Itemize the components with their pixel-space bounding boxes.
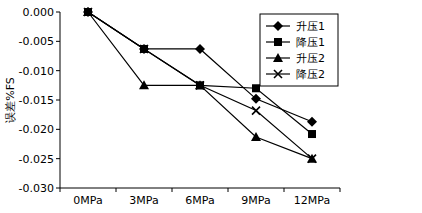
y-tick <box>56 12 60 13</box>
chart: 0.000 -0.005 -0.010 -0.015 -0.020 -0.025 -0.03… <box>0 0 422 213</box>
x-tick <box>60 188 61 192</box>
y-tick-label: -0.005 <box>19 35 54 48</box>
x-tick-label: 12MPa <box>294 194 330 207</box>
marker <box>140 45 148 53</box>
x-tick-label: 0MPa <box>73 194 102 207</box>
legend-marker <box>273 53 283 62</box>
x-tick-label: 3MPa <box>129 194 158 207</box>
marker <box>308 130 316 138</box>
x-tick <box>172 188 173 192</box>
legend-label: 升压1 <box>296 20 325 33</box>
y-tick <box>56 41 60 42</box>
marker <box>140 45 148 53</box>
y-tick <box>56 100 60 101</box>
marker <box>84 8 92 16</box>
x-axis <box>60 188 340 189</box>
marker <box>196 81 204 89</box>
x-tick <box>340 188 341 192</box>
legend-box <box>260 14 338 86</box>
legend-label: 升压2 <box>296 52 325 65</box>
y-tick-label: -0.020 <box>19 123 54 136</box>
marker <box>83 7 93 16</box>
marker <box>195 80 205 89</box>
marker <box>195 44 205 54</box>
marker <box>84 8 92 16</box>
x-tick <box>284 188 285 192</box>
y-tick-label: -0.015 <box>19 94 54 107</box>
marker <box>251 94 261 104</box>
series-line <box>88 12 312 134</box>
marker <box>139 80 149 89</box>
marker <box>251 132 261 141</box>
legend-label: 降压1 <box>296 36 325 49</box>
x-tick <box>116 188 117 192</box>
legend: 升压1 降压1 升压2 降压2 <box>260 14 338 86</box>
x-tick-label: 9MPa <box>241 194 270 207</box>
x-tick-label: 6MPa <box>185 194 214 207</box>
x-tick <box>228 188 229 192</box>
y-tick-label: 0.000 <box>23 6 55 19</box>
y-tick <box>56 70 60 71</box>
marker <box>307 117 317 127</box>
y-tick-label: -0.025 <box>19 153 54 166</box>
marker <box>308 155 316 163</box>
legend-marker <box>273 21 283 31</box>
y-tick <box>56 158 60 159</box>
marker <box>307 154 317 163</box>
marker <box>83 7 93 17</box>
legend-label: 降压2 <box>296 68 325 81</box>
y-axis-label: 误差%FS <box>4 77 17 123</box>
legend-marker <box>274 38 282 46</box>
marker <box>252 84 260 92</box>
marker <box>252 107 260 115</box>
y-tick-label: -0.030 <box>19 182 54 195</box>
y-tick <box>56 129 60 130</box>
legend-marker <box>274 70 282 78</box>
y-tick-label: -0.010 <box>19 65 54 78</box>
marker <box>139 44 149 54</box>
y-tick <box>56 188 60 189</box>
